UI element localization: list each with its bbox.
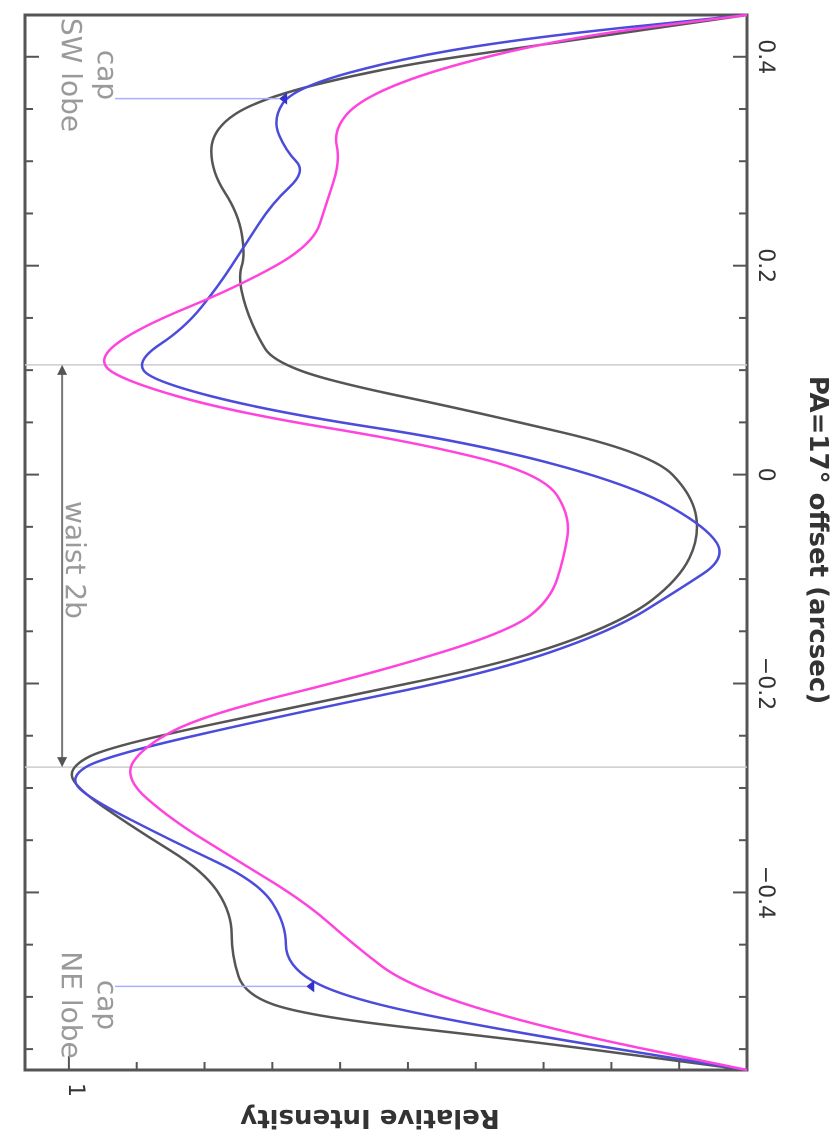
series-group: [70, 13, 748, 1072]
x-tick-label: 0.2: [753, 248, 778, 283]
plot-frame: [23, 13, 749, 1072]
x-axis-title: PA=17° offset (arcsec): [803, 376, 830, 704]
y-axis-title: Relative Intensity: [240, 1103, 500, 1133]
ne-cap-arrowhead: [306, 980, 315, 993]
ne-cap-label: cap: [91, 980, 124, 1030]
tick-marks: [25, 55, 747, 1070]
x-tick-label: 0.4: [753, 39, 778, 74]
x-tick-label: 0: [753, 468, 778, 482]
x-tick-label: −0.2: [753, 657, 778, 710]
ne-lobe-label: NE lobe: [55, 951, 88, 1058]
series-line-0: [70, 13, 748, 1072]
series-line-1: [74, 13, 748, 1072]
sw-cap-label: cap: [91, 50, 124, 100]
reference-lines: [25, 364, 747, 768]
y-tick-label: 1: [63, 1083, 88, 1097]
sw-lobe-label: SW lobe: [55, 18, 88, 132]
x-tick-label: −0.4: [753, 866, 778, 919]
waist-arrowhead-sw: [57, 364, 68, 375]
waist-label: waist 2b: [59, 501, 92, 619]
series-line-2: [102, 13, 748, 1072]
sw-cap-arrowhead: [279, 92, 288, 105]
waist-arrowhead-ne: [57, 757, 68, 768]
tick-labels: −0.4 −0.2 0 0.2 0.4 1: [63, 39, 778, 1097]
